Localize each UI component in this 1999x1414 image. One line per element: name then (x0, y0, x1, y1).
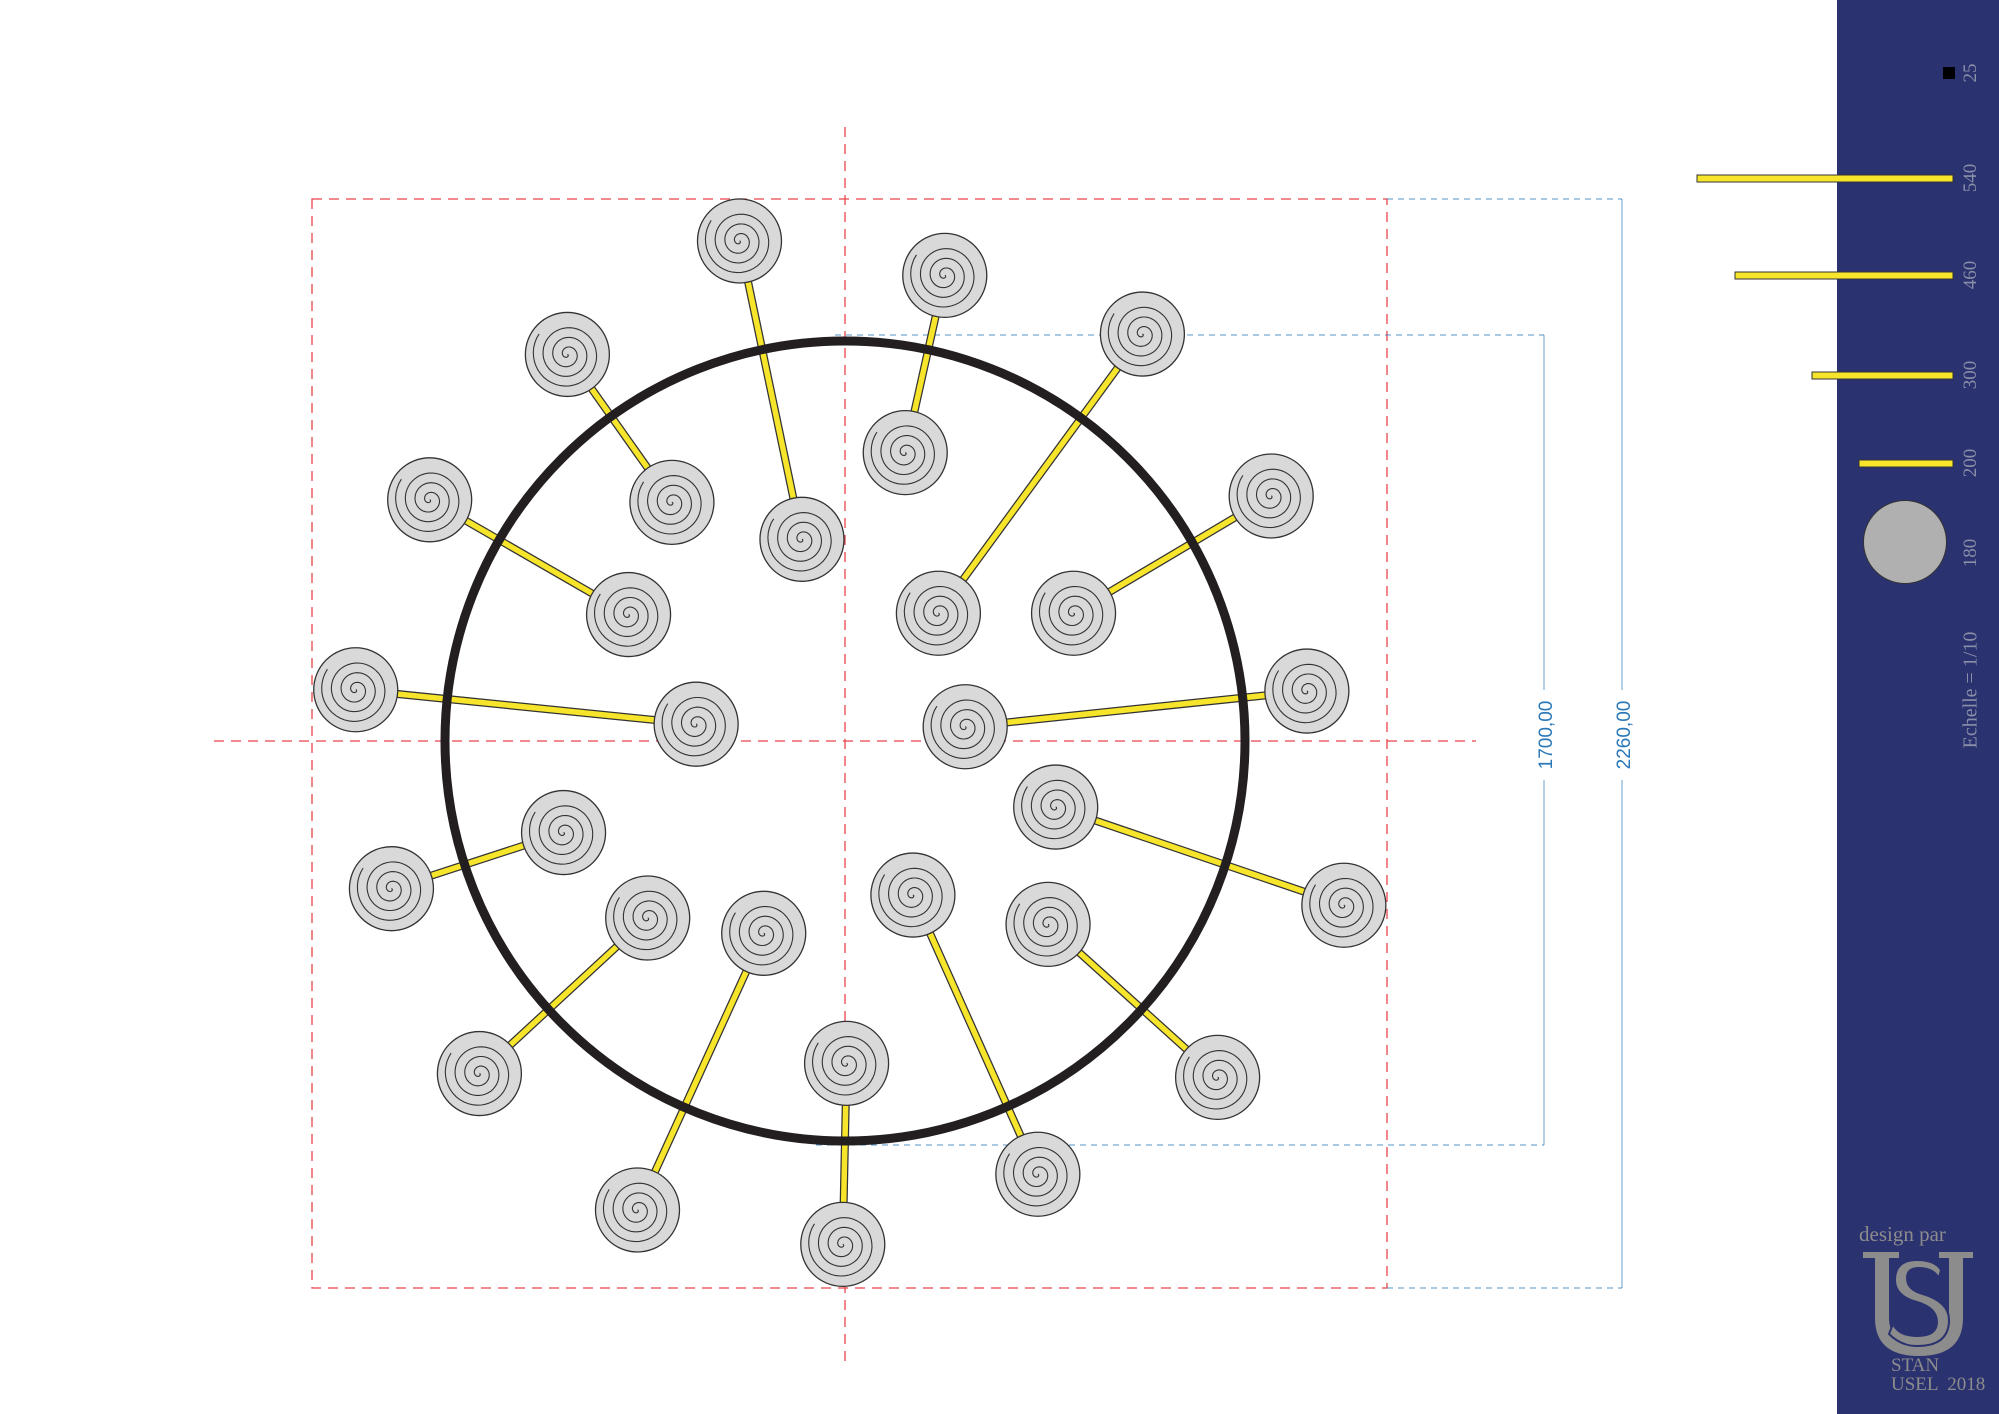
disks (313, 198, 1387, 1288)
dimension-outer-label: 2260,00 (1614, 701, 1635, 770)
spiral-icon (321, 662, 386, 722)
dimension-lines (816, 198, 1623, 1289)
yellow-stick (1054, 803, 1346, 910)
spiral-disk (387, 457, 473, 543)
spiral-disk (1099, 291, 1186, 377)
chandelier-plan-drawing: 1700,00 2260,00 (214, 127, 1635, 1362)
spiral-icon (661, 696, 726, 757)
yellow-stick (355, 685, 697, 729)
spiral-disk (902, 232, 988, 319)
spiral-icon (444, 1046, 510, 1106)
spiral-disk (1013, 764, 1099, 850)
spiral-icon (870, 425, 935, 485)
spiral-disk (436, 1030, 523, 1117)
spiral-icon (704, 213, 770, 274)
spiral-disk (520, 789, 607, 876)
spiral-icon (1236, 468, 1301, 529)
spiral-icon (1107, 306, 1173, 367)
spiral-icon (1038, 585, 1104, 646)
spiral-disk (1174, 1034, 1261, 1121)
spiral-disk (895, 570, 982, 656)
legend-label-200: 200 (1960, 448, 1981, 478)
spiral-icon (1309, 877, 1374, 938)
yellow-stick (935, 331, 1146, 616)
spiral-icon (602, 1182, 668, 1243)
spiral-icon (1272, 663, 1337, 724)
spiral-disk (524, 311, 611, 398)
logo-line-1: STAN (1891, 1355, 1940, 1376)
legend-label-300: 300 (1960, 360, 1981, 390)
spiral-icon (767, 512, 832, 572)
yellow-stick (633, 931, 768, 1212)
spiral-icon (613, 890, 678, 951)
spiral-icon (903, 585, 969, 646)
spiral-disk (629, 459, 715, 546)
spiral-icon (1013, 897, 1078, 957)
logo-line-2: USEL 2018 (1891, 1374, 1986, 1395)
legend-label-180: 180 (1960, 538, 1981, 568)
spiral-icon (395, 472, 460, 532)
spiral-disk (1030, 570, 1117, 656)
bounding-square (311, 198, 1388, 1289)
spiral-icon (1021, 779, 1086, 840)
spiral-disk (1264, 648, 1350, 734)
spiral-icon (356, 861, 422, 921)
legend-disk (1863, 500, 1947, 584)
spiral-disk (1301, 862, 1387, 948)
spiral-disk (313, 647, 399, 733)
yellow-stick (964, 687, 1308, 731)
spiral-icon (811, 1036, 877, 1096)
us-monogram-logo (1863, 1252, 1973, 1356)
spiral-disk (870, 852, 956, 938)
logo-prefix: design par (1859, 1222, 1946, 1246)
spiral-disk (653, 681, 739, 767)
spiral-icon (729, 906, 794, 966)
spiral-disk (594, 1167, 681, 1253)
spiral-icon (1183, 1050, 1248, 1110)
square-swatch (1943, 67, 1955, 79)
spiral-icon (878, 867, 943, 928)
spiral-disk (696, 198, 783, 284)
spiral-disk (922, 684, 1008, 770)
spiral-disk (585, 571, 672, 658)
spiral-disk (995, 1131, 1081, 1217)
spiral-icon (1003, 1146, 1068, 1207)
spiral-disk (800, 1201, 886, 1288)
dimension-inner-label: 1700,00 (1536, 701, 1557, 770)
yellow-stick (909, 893, 1042, 1176)
spiral-disk (348, 846, 435, 932)
legend-label-460: 460 (1960, 260, 1981, 290)
spiral-icon (528, 805, 594, 865)
spiral-disk (721, 890, 807, 976)
yellow-stick (735, 240, 806, 541)
spiral-icon (532, 327, 598, 387)
spiral-icon (930, 699, 995, 759)
spiral-disk (1005, 881, 1091, 968)
spiral-icon (910, 248, 975, 308)
legend-label-25: 25 (1960, 63, 1981, 83)
legend-sidebar: 25 540 460 300 200 180 Echelle = 1/10 de… (1837, 0, 1999, 1414)
spiral-disk (862, 409, 948, 496)
main-ring (440, 336, 1250, 1146)
legend-label-540: 540 (1960, 163, 1981, 193)
spiral-icon (808, 1217, 873, 1277)
spiral-disk (605, 875, 691, 961)
spiral-disk (759, 496, 845, 582)
spiral-icon (593, 587, 659, 647)
spiral-disk (803, 1020, 890, 1106)
spiral-icon (637, 475, 702, 535)
scale-label: Echelle = 1/10 (1959, 631, 1982, 749)
spiral-disk (1228, 453, 1314, 539)
